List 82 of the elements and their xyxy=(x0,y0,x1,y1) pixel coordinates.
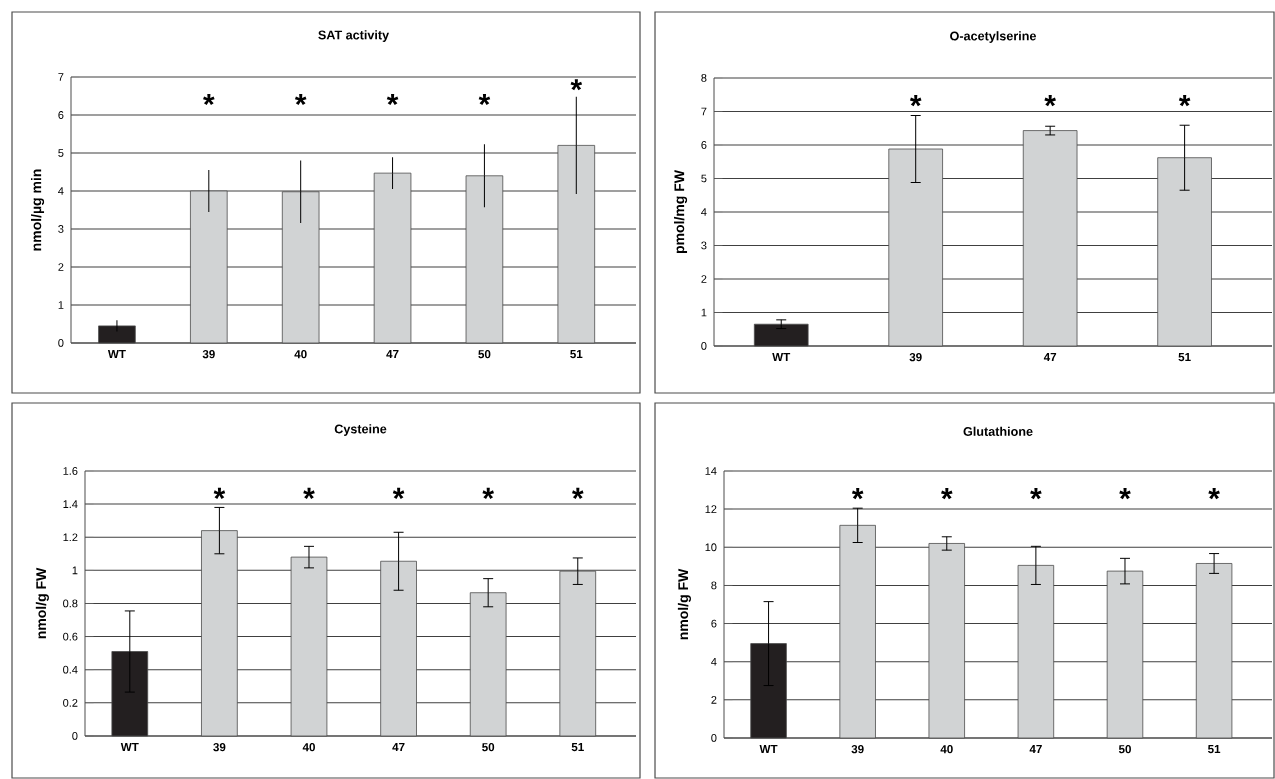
y-tick-label: 0 xyxy=(72,732,78,740)
data-label: * xyxy=(1044,95,1056,107)
y-tick-label: 0.8 xyxy=(63,599,78,608)
x-tick-label: 40 xyxy=(302,743,315,752)
y-tick-label: 8 xyxy=(711,581,717,590)
y-tick-label: 0 xyxy=(711,734,717,742)
y-tick-label: 0 xyxy=(701,342,707,350)
y-tick-label: 3 xyxy=(58,225,64,233)
data-label: * xyxy=(909,95,922,107)
data-label: * xyxy=(392,487,405,500)
y-tick-label: 12 xyxy=(705,505,717,513)
x-tick-label: 50 xyxy=(1118,745,1131,754)
data-label: * xyxy=(851,488,864,500)
y-tick-label: 10 xyxy=(705,543,717,552)
y-tick-label: 1 xyxy=(701,308,707,317)
chart-title: Glutathione xyxy=(963,426,1033,436)
chart-title: SAT activity xyxy=(318,30,390,42)
y-tick-label: 7 xyxy=(701,107,707,116)
x-tick-label: 47 xyxy=(1043,353,1057,362)
y-tick-label: 3 xyxy=(701,241,707,250)
x-tick-label: WT xyxy=(759,745,778,754)
x-tick-label: 50 xyxy=(478,350,491,359)
y-axis-title: nmol/g FW xyxy=(677,568,691,640)
data-label: * xyxy=(482,487,494,500)
y-axis-title: pmol/mg FW xyxy=(673,170,688,254)
y-tick-label: 4 xyxy=(58,187,64,195)
x-tick-label: 39 xyxy=(909,353,922,362)
x-tick-label: 39 xyxy=(202,350,215,359)
x-tick-label: 47 xyxy=(1029,745,1042,754)
data-label: * xyxy=(1178,95,1191,107)
y-tick-label: 6 xyxy=(711,619,717,628)
x-tick-label: 51 xyxy=(1207,745,1221,754)
x-tick-label: 51 xyxy=(570,350,583,359)
x-tick-label: WT xyxy=(120,743,139,752)
y-tick-label: 1.6 xyxy=(63,467,78,475)
data-label: * xyxy=(941,488,953,500)
y-tick-label: 0 xyxy=(58,339,64,347)
y-tick-label: 1.4 xyxy=(63,500,78,508)
y-axis-title: nmol/µg min xyxy=(30,169,45,251)
data-label: * xyxy=(572,487,584,500)
y-tick-label: 4 xyxy=(711,657,717,666)
x-tick-label: 39 xyxy=(851,745,864,754)
y-tick-label: 6 xyxy=(701,141,707,149)
data-label: * xyxy=(1119,488,1131,500)
y-axis-title: nmol/g FW xyxy=(35,567,49,639)
data-label: * xyxy=(478,93,491,106)
data-label: * xyxy=(203,93,215,106)
y-tick-label: 14 xyxy=(705,467,717,475)
data-label: * xyxy=(303,487,315,500)
y-tick-label: 5 xyxy=(701,174,707,183)
chart-title: Cysteine xyxy=(334,424,387,436)
x-tick-label: 40 xyxy=(940,745,953,754)
data-label: * xyxy=(386,93,399,106)
y-tick-label: 0.2 xyxy=(63,698,78,707)
y-tick-label: 1 xyxy=(72,566,78,575)
y-tick-label: 2 xyxy=(711,696,717,704)
data-label: * xyxy=(213,487,226,500)
y-tick-label: 2 xyxy=(701,275,707,283)
x-tick-label: 50 xyxy=(482,743,495,752)
x-tick-label: WT xyxy=(772,353,791,362)
data-label: * xyxy=(1030,488,1042,500)
x-tick-label: 47 xyxy=(386,350,399,359)
data-label: * xyxy=(294,93,307,106)
y-tick-label: 5 xyxy=(58,149,64,157)
chart-title: O-acetylserine xyxy=(950,31,1036,43)
x-tick-label: 51 xyxy=(1178,353,1191,362)
y-tick-label: 8 xyxy=(701,74,707,82)
y-tick-label: 0.6 xyxy=(63,632,78,641)
x-tick-label: 47 xyxy=(392,743,405,752)
x-tick-label: 40 xyxy=(294,350,307,359)
data-label: * xyxy=(570,79,583,91)
x-tick-label: 51 xyxy=(571,743,584,752)
x-tick-label: WT xyxy=(107,350,126,359)
x-tick-label: 39 xyxy=(213,743,226,752)
y-tick-label: 6 xyxy=(58,111,64,119)
y-tick-label: 0.4 xyxy=(63,665,78,674)
y-tick-label: 7 xyxy=(58,73,64,81)
y-tick-label: 1 xyxy=(58,301,64,309)
y-tick-label: 1.2 xyxy=(63,533,78,542)
data-label: * xyxy=(1208,488,1220,500)
y-tick-label: 2 xyxy=(58,263,64,271)
y-tick-label: 4 xyxy=(701,208,707,216)
